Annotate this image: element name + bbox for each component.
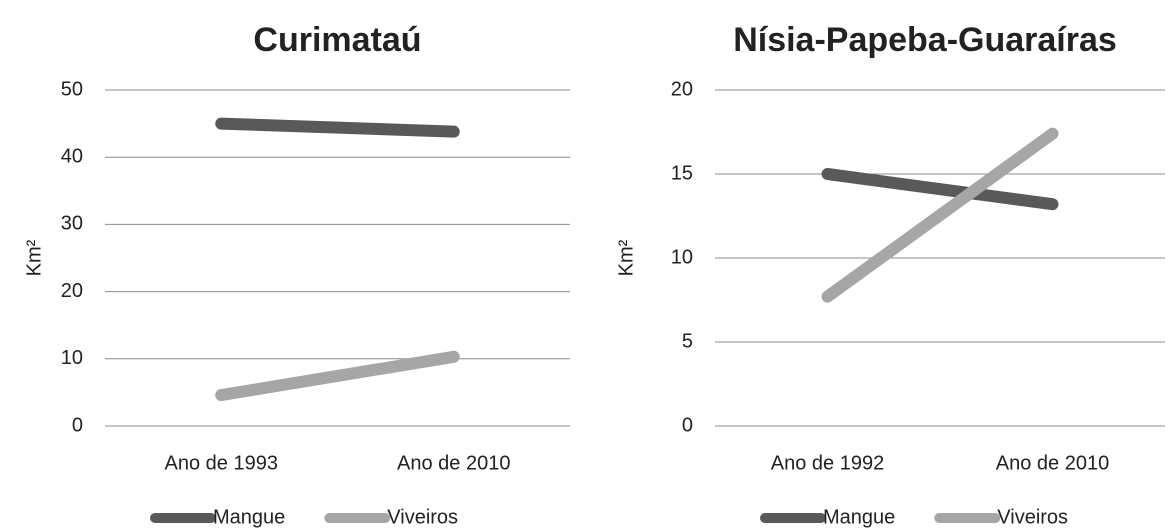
chart-title: Nísia-Papeba-Guaraíras — [733, 21, 1117, 59]
legend-label: Viveiros — [387, 506, 458, 528]
series-line — [821, 168, 1059, 211]
y-axis-label: Km² — [615, 239, 637, 276]
y-tick-label: 20 — [671, 78, 693, 100]
y-tick-label: 10 — [671, 246, 693, 268]
chart-title: Curimataú — [253, 21, 421, 59]
series-line — [215, 117, 460, 138]
y-tick-label: 30 — [61, 213, 83, 235]
y-tick-label: 10 — [61, 347, 83, 369]
legend-label: Viveiros — [997, 506, 1068, 528]
y-tick-label: 20 — [61, 280, 83, 302]
y-tick-label: 5 — [682, 330, 693, 352]
x-tick-label: Ano de 1993 — [165, 452, 278, 474]
y-tick-label: 0 — [682, 414, 693, 436]
y-tick-label: 0 — [72, 414, 83, 436]
x-tick-label: Ano de 2010 — [996, 452, 1109, 474]
legend-label: Mangue — [823, 506, 895, 528]
x-tick-label: Ano de 2010 — [397, 452, 510, 474]
legend-label: Mangue — [213, 506, 285, 528]
y-tick-label: 15 — [671, 162, 693, 184]
y-axis-label: Km² — [23, 239, 45, 276]
y-tick-label: 50 — [61, 78, 83, 100]
series-line — [215, 350, 460, 402]
x-tick-label: Ano de 1992 — [771, 452, 884, 474]
series-line — [821, 127, 1059, 303]
y-tick-label: 40 — [61, 145, 83, 167]
